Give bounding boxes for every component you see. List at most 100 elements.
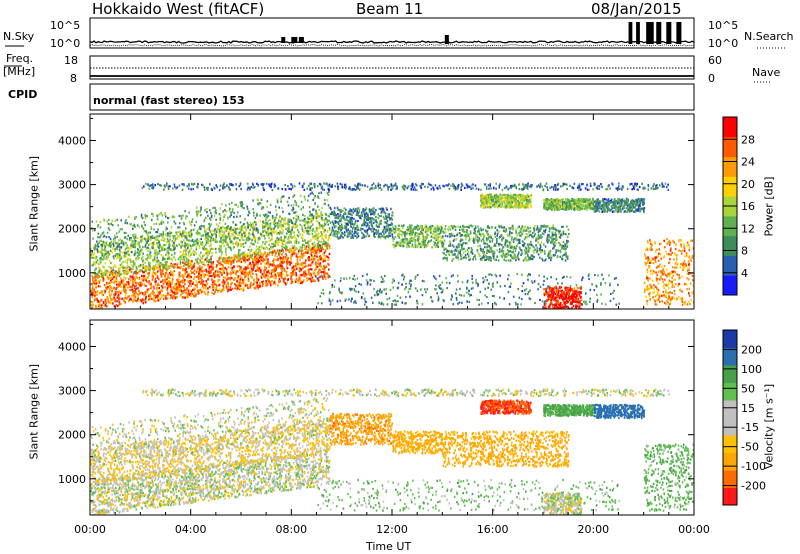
freq-label: Freq. — [6, 52, 34, 65]
power-cell — [264, 262, 266, 265]
power-cell — [225, 247, 227, 250]
power-cell — [200, 241, 202, 244]
power-cell — [440, 242, 443, 245]
power-cell — [391, 211, 394, 214]
power-cell — [114, 298, 116, 301]
power-cell — [241, 224, 243, 227]
power-cell — [376, 225, 379, 229]
power-cell — [334, 235, 336, 238]
power-cell — [385, 229, 388, 232]
power-cell — [212, 274, 215, 277]
power-cell — [307, 230, 310, 233]
power-cell — [231, 287, 234, 290]
power-cell — [312, 192, 314, 196]
power-cell — [99, 259, 101, 262]
power-cell — [379, 236, 382, 239]
power-cell — [254, 254, 257, 257]
power-cell — [328, 226, 331, 230]
power-cell — [155, 287, 158, 290]
power-cell — [179, 258, 181, 261]
power-cell — [271, 229, 274, 232]
power-cell — [211, 233, 213, 236]
power-cell — [228, 203, 231, 206]
power-cell — [302, 279, 305, 282]
power-cell — [397, 243, 399, 246]
power-cell — [398, 244, 401, 247]
power-cell — [136, 248, 139, 251]
power-cell — [312, 259, 315, 262]
power-cell — [293, 252, 295, 256]
power-cell — [251, 276, 253, 279]
power-cell — [218, 267, 221, 270]
power-cell — [189, 266, 192, 269]
power-cell — [370, 219, 373, 222]
power-cell — [196, 286, 199, 289]
power-cell — [268, 253, 270, 256]
power-cell — [232, 247, 235, 250]
power-cell — [147, 231, 150, 234]
power-cell — [293, 194, 296, 197]
power-cell — [244, 270, 247, 273]
power-cell — [182, 214, 184, 217]
power-cell — [316, 245, 319, 248]
power-cell — [202, 247, 205, 251]
power-cell — [327, 262, 329, 265]
power-cell — [220, 263, 222, 266]
power-cell — [166, 257, 169, 260]
power-cell — [162, 297, 165, 300]
power-cell — [222, 219, 225, 222]
power-cell — [184, 242, 186, 245]
noise-spike — [666, 22, 672, 44]
power-cell — [124, 221, 126, 224]
power-cell — [323, 243, 325, 246]
power-cell — [422, 232, 424, 235]
power-cell — [123, 253, 126, 256]
power-cell — [433, 237, 436, 240]
power-cell — [291, 226, 293, 230]
power-cell — [187, 292, 190, 295]
power-cell — [122, 266, 124, 269]
power-cell — [548, 252, 550, 255]
power-cell — [301, 281, 303, 284]
power-cell — [227, 277, 230, 280]
power-cell — [223, 239, 226, 242]
power-cell — [237, 270, 239, 273]
power-cell — [385, 226, 387, 229]
power-cell — [433, 240, 435, 244]
power-cell — [138, 245, 141, 248]
power-cell — [124, 296, 126, 300]
power-cell — [131, 242, 133, 245]
power-cell — [225, 250, 227, 253]
power-cell — [347, 223, 349, 226]
power-cell — [362, 209, 365, 212]
power-cell — [160, 254, 163, 257]
power-cell — [239, 221, 242, 224]
power-cell — [316, 239, 319, 242]
power-cell — [131, 267, 134, 270]
power-cell — [300, 256, 303, 259]
power-cell — [392, 239, 395, 242]
power-cell — [184, 272, 186, 275]
power-cell — [156, 217, 159, 220]
power-cell — [179, 230, 181, 233]
power-cell — [352, 225, 355, 228]
power-cell — [103, 242, 105, 245]
power-cell — [319, 235, 322, 238]
power-cell — [212, 247, 215, 251]
power-cell — [321, 219, 324, 222]
power-cell — [361, 231, 363, 235]
power-cell — [266, 222, 268, 225]
power-cell — [168, 256, 170, 259]
power-cell — [183, 239, 185, 242]
power-cell — [254, 240, 257, 243]
power-cell — [209, 274, 211, 277]
power-cell — [295, 272, 297, 275]
power-cell — [335, 216, 338, 219]
power-cell — [263, 225, 266, 228]
power-cell — [206, 283, 208, 286]
power-cell — [93, 276, 96, 279]
power-cell — [294, 226, 296, 229]
power-cell — [154, 265, 157, 268]
power-cell — [224, 209, 226, 212]
power-cell — [158, 261, 161, 264]
